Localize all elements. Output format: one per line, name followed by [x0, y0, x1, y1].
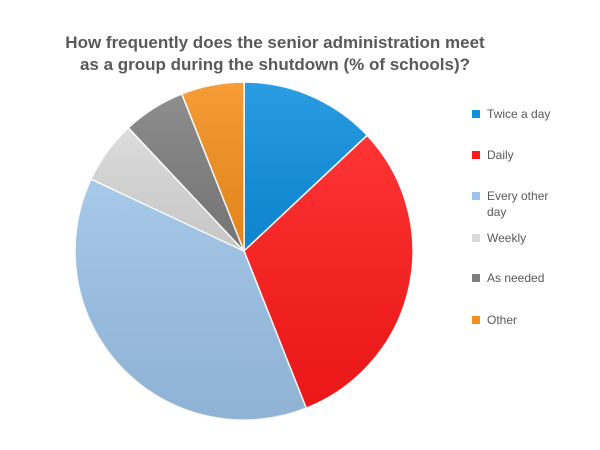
legend-label: Twice a day — [487, 107, 551, 121]
legend-label: Weekly — [487, 231, 527, 245]
legend-label: Daily — [487, 148, 514, 162]
legend-label: As needed — [487, 271, 545, 285]
legend-swatch — [472, 192, 480, 200]
pie-slice-shading — [181, 82, 244, 251]
legend-label: Other — [487, 313, 518, 327]
legend-swatch — [472, 274, 480, 282]
pie-slice-shading — [244, 135, 414, 409]
pie-slice-shading — [74, 179, 307, 421]
legend-swatch — [472, 234, 480, 242]
chart-title: How frequently does the senior administr… — [65, 33, 485, 74]
legend-label: Every other day — [487, 189, 549, 219]
pie-slice-shading — [91, 127, 244, 251]
pie-slice-shading — [244, 82, 368, 251]
legend-swatch — [472, 110, 480, 118]
legend-swatch — [472, 151, 480, 159]
pie-slice-shading — [128, 93, 244, 252]
legend-swatch — [472, 316, 480, 324]
